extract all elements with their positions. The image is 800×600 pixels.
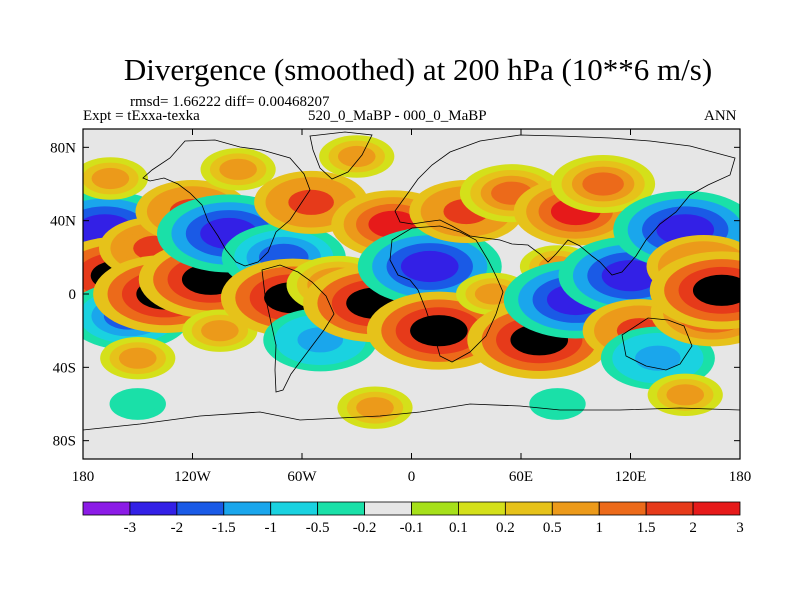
field-blob-11-band-3	[219, 158, 257, 180]
field-blob-17-band-3	[337, 145, 376, 168]
y-tick-label: 80N	[50, 140, 76, 156]
colorbar-box	[82, 501, 131, 516]
field-blob-1-band-3	[91, 167, 130, 190]
chart-title: Divergence (smoothed) at 200 hPa (10**6 …	[123, 52, 713, 87]
field-blob-37-band-3	[118, 393, 157, 415]
field-blob-20-band-3	[400, 250, 459, 283]
x-tick-label: 120W	[174, 469, 212, 485]
colorbar-label: 1.5	[637, 520, 656, 536]
colorbar-label: -2	[171, 520, 184, 536]
colorbar-box	[598, 501, 647, 516]
y-tick-label: 40N	[50, 214, 76, 230]
colorbar-box	[692, 501, 741, 516]
colorbar-label: 0.2	[496, 520, 515, 536]
field-blob-36-band-3	[692, 274, 740, 306]
colorbar-label: -0.2	[353, 520, 377, 536]
coastlines	[83, 131, 740, 431]
field-blob-32-band-3	[635, 345, 681, 371]
x-tick-label: 60W	[287, 469, 317, 485]
field-blob-14-band-3	[288, 189, 334, 215]
colorbar-label: 1	[595, 520, 603, 536]
colorbar-label: -0.1	[400, 520, 424, 536]
colorbar-label: -0.5	[306, 520, 330, 536]
x-tick-label: 180	[72, 469, 95, 485]
colorbar-box	[504, 501, 553, 516]
field-blob-4-band-3	[118, 347, 157, 369]
colorbar-box	[270, 501, 319, 516]
field-blob-9-band-3	[201, 320, 239, 342]
colorbar-box	[176, 501, 225, 516]
colorbar-label: 3	[736, 520, 744, 536]
colorbar-box	[317, 501, 365, 516]
field-blob-30-band-3	[601, 260, 660, 292]
colorbar-box	[129, 501, 178, 516]
colorbar: -3 -2 -1.5 -1 -0.5 -0.2 -0.1 0.1 0.2 0.5 1 1.5 2 3	[82, 501, 744, 536]
y-tick-label: 40S	[53, 360, 76, 376]
colorbar-box	[551, 501, 600, 516]
field-blob-38-band-3	[356, 397, 394, 419]
colorbar-label: -1.5	[212, 520, 236, 536]
colorbar-label: -1	[264, 520, 277, 536]
colorbar-label: 2	[689, 520, 697, 536]
colorbar-box	[364, 501, 412, 516]
y-tick-label: 0	[69, 287, 77, 303]
field-blob-40-band-3	[666, 384, 705, 406]
stats-label: rmsd= 1.66222 diff= 0.00468207	[130, 94, 330, 110]
x-tick-label: 180	[729, 469, 752, 485]
field-blob-29-band-3	[582, 172, 624, 196]
colorbar-box	[645, 501, 694, 516]
x-tick-label: 60E	[509, 469, 533, 485]
colorbar-label: 0.1	[449, 520, 468, 536]
colorbar-box	[223, 501, 272, 516]
field-blob-23-band-3	[474, 283, 513, 305]
field-blob-21-band-3	[410, 315, 468, 347]
colorbar-box	[458, 501, 506, 516]
axes: 180 120W 60W 0 60E 120E 180 80N 40N 0 40S 80S	[50, 129, 751, 485]
comparison-label: 520_0_MaBP - 000_0_MaBP	[308, 108, 487, 124]
x-tick-label: 120E	[615, 469, 647, 485]
colorbar-label: 0.5	[543, 520, 562, 536]
y-tick-label: 80S	[53, 434, 76, 450]
colorbar-label: -3	[124, 520, 137, 536]
colorbar-box	[411, 501, 459, 516]
experiment-label: Expt = tExxa-texka	[83, 108, 200, 124]
field-blob-39-band-3	[538, 393, 577, 415]
x-tick-label: 0	[408, 469, 416, 485]
season-label: ANN	[704, 108, 737, 124]
field-layer	[83, 135, 740, 429]
